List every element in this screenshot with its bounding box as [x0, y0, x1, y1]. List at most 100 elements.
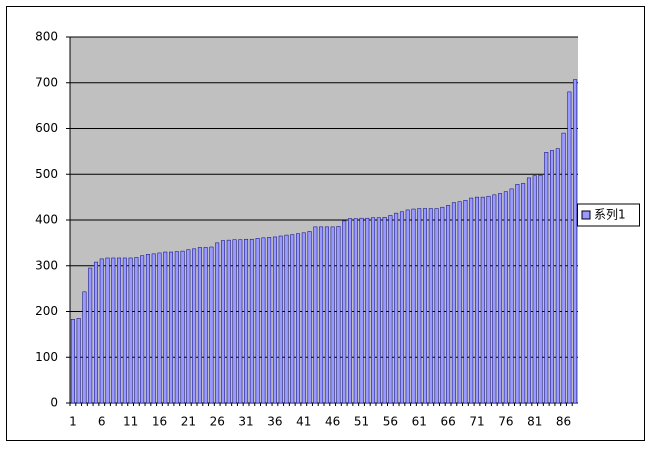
bar	[469, 197, 474, 404]
bar	[261, 237, 266, 404]
x-tick-label: 21	[181, 415, 196, 429]
bar	[157, 252, 162, 404]
bar	[336, 226, 341, 404]
x-tick-label: 86	[556, 415, 571, 429]
bar	[93, 261, 98, 404]
bar	[70, 319, 75, 404]
legend-label: 系列1	[594, 208, 626, 222]
x-tick-label: 61	[412, 415, 427, 429]
bar	[296, 233, 301, 404]
bar	[192, 248, 197, 404]
bar	[117, 257, 122, 404]
bar	[503, 191, 508, 404]
bar	[492, 194, 497, 404]
bar	[278, 235, 283, 404]
bar	[215, 242, 220, 404]
y-tick-label: 0	[50, 396, 58, 410]
bar	[330, 226, 335, 404]
bar	[359, 217, 364, 404]
bar	[347, 218, 352, 404]
bar	[301, 232, 306, 404]
bar	[411, 208, 416, 404]
bar	[538, 174, 543, 404]
bar	[457, 201, 462, 404]
x-tick-label: 41	[296, 415, 311, 429]
y-tick-label: 300	[35, 258, 58, 272]
x-tick-label: 71	[469, 415, 484, 429]
bar	[561, 132, 566, 404]
bar	[440, 206, 445, 404]
y-tick-label: 200	[35, 304, 58, 318]
bar	[521, 183, 526, 404]
bar	[371, 217, 376, 404]
bar	[399, 211, 404, 404]
y-tick-label: 100	[35, 350, 58, 364]
x-tick-label: 66	[440, 415, 455, 429]
bar	[550, 150, 555, 404]
x-tick-label: 6	[98, 415, 106, 429]
legend-box	[577, 203, 640, 227]
x-tick-label: 76	[498, 415, 513, 429]
x-tick-label: 26	[210, 415, 225, 429]
bar	[526, 177, 531, 404]
bar	[394, 212, 399, 404]
y-tick-label: 500	[35, 167, 58, 181]
bar	[76, 318, 81, 404]
bar	[324, 226, 329, 404]
bar	[498, 193, 503, 404]
bar	[203, 247, 208, 404]
bar	[128, 257, 133, 404]
bar	[111, 257, 116, 404]
bar	[169, 251, 174, 404]
bar	[255, 238, 260, 404]
x-tick-label: 46	[325, 415, 340, 429]
bar	[244, 238, 249, 404]
legend-swatch	[581, 210, 591, 220]
bar	[226, 239, 231, 404]
bar	[82, 291, 87, 404]
bar	[290, 234, 295, 404]
bar	[134, 257, 139, 404]
bar	[174, 251, 179, 404]
bar	[423, 208, 428, 404]
bar	[388, 215, 393, 404]
bar	[238, 239, 243, 404]
y-tick-label: 800	[35, 30, 58, 44]
bar	[140, 255, 145, 404]
bar	[417, 208, 422, 404]
x-tick-label: 1	[69, 415, 77, 429]
bar	[163, 251, 168, 404]
bar	[197, 247, 202, 404]
bar	[480, 196, 485, 404]
bar	[186, 249, 191, 404]
bar	[382, 217, 387, 404]
bar	[532, 175, 537, 404]
bar	[376, 217, 381, 404]
bar	[567, 91, 572, 404]
bar	[474, 196, 479, 404]
bar	[249, 238, 254, 404]
bar	[405, 209, 410, 404]
bar	[209, 246, 214, 404]
bar	[284, 234, 289, 404]
bar	[122, 257, 127, 404]
bar	[105, 257, 110, 404]
x-tick-label: 16	[152, 415, 167, 429]
bar	[307, 231, 312, 404]
bar	[509, 188, 514, 404]
bar	[319, 226, 324, 404]
bar	[313, 226, 318, 404]
bar	[555, 148, 560, 404]
bar	[353, 218, 358, 404]
bar	[515, 184, 520, 404]
x-tick-label: 56	[383, 415, 398, 429]
bar	[267, 237, 272, 404]
bar	[544, 152, 549, 404]
x-tick-label: 31	[238, 415, 253, 429]
y-tick-label: 700	[35, 75, 58, 89]
bar	[486, 195, 491, 404]
bar	[365, 217, 370, 404]
bar	[446, 205, 451, 404]
bar	[573, 79, 578, 404]
